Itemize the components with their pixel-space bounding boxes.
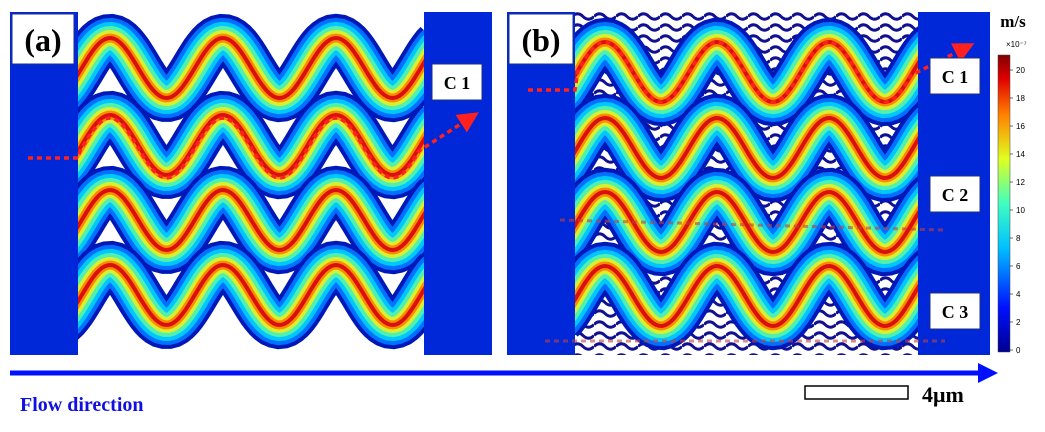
panel-b: (b) C 1 C 2 C 3 (507, 12, 990, 355)
scale-label: 4μm (922, 382, 964, 407)
channel-label: C 2 (942, 185, 969, 205)
velocity-band (78, 35, 424, 101)
panel-a: (a) C 1 (10, 12, 492, 355)
flow-path (528, 40, 975, 104)
inlet-block (507, 12, 575, 355)
colorbar-tick-label: 0 (1016, 346, 1021, 355)
colorbar-tick-label: 18 (1016, 94, 1025, 103)
channel-label: C 3 (942, 302, 969, 322)
colorbar-tick-label: 10 (1016, 206, 1025, 215)
colorbar-tick-label: 20 (1016, 66, 1025, 75)
flow-path (28, 112, 479, 180)
channel-label: C 1 (444, 73, 471, 93)
label-box (929, 292, 981, 330)
colorbar-tick-label: 16 (1016, 122, 1025, 131)
colorbar-tick-label: 2 (1016, 318, 1021, 327)
panel-label: (a) (24, 22, 61, 58)
colorbar-tick-label: 6 (1016, 262, 1021, 271)
colorbar-unit: m/s (1000, 12, 1026, 31)
panel-label: (b) (521, 22, 560, 58)
outlet-block (424, 12, 492, 355)
velocity-band (78, 262, 424, 328)
colorbar-tick-label: 12 (1016, 178, 1025, 187)
colorbar-tick-label: 8 (1016, 234, 1021, 243)
label-box (929, 175, 981, 213)
label-box (11, 13, 75, 65)
inlet-block (10, 12, 78, 355)
colorbar: m/s ×10⁻⁷ 0 2 4 6 8 10 12 14 16 18 20 (997, 12, 1027, 355)
velocity-band (575, 189, 918, 255)
velocity-band (575, 263, 918, 329)
label-box (508, 13, 574, 65)
flow-label: Flow direction (20, 394, 144, 416)
label-box (431, 63, 483, 101)
velocity-band (575, 115, 918, 181)
channel-label: C 1 (942, 67, 969, 87)
scale-bar (804, 385, 909, 400)
colorbar-tick-label: 4 (1016, 290, 1021, 299)
velocity-band (78, 187, 424, 253)
label-box (929, 57, 981, 95)
colorbar-gradient (997, 54, 1011, 353)
flow-path (559, 218, 946, 232)
colorbar-exponent: ×10⁻⁷ (1006, 40, 1027, 49)
colorbar-tick-label: 14 (1016, 150, 1025, 159)
channels (575, 17, 918, 351)
